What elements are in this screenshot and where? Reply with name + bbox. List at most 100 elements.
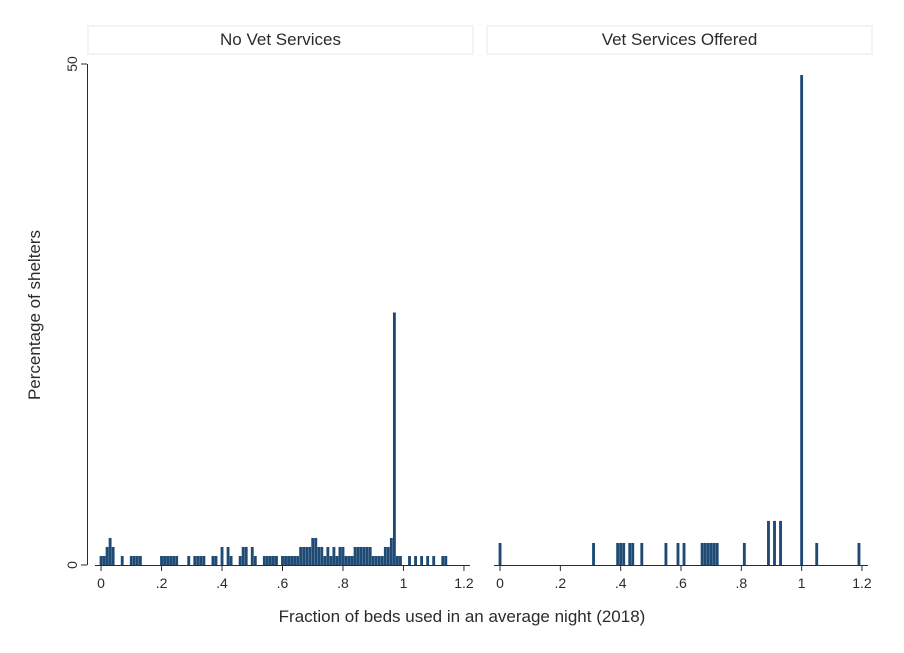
x-tick-label: 0 [496,575,504,591]
bar [287,555,290,565]
bar [290,555,294,565]
bar [592,542,595,565]
bar [187,555,191,565]
bar [800,75,804,566]
bar [709,542,713,565]
panel-title: No Vet Services [220,30,341,49]
panel-no-vet-services: No Vet Services 0 .2 .4 .6 .8 1 1.2 0 50 [64,25,474,591]
bar [368,546,372,565]
bar [706,542,710,565]
bar [302,546,306,565]
bar [715,542,719,565]
bar [392,312,396,565]
bar [344,555,348,565]
bar [284,555,287,565]
bar [214,555,218,565]
y-tick-label: 50 [64,56,80,72]
bar [389,537,393,565]
bar [102,555,106,565]
bar [380,555,384,565]
bar [202,555,206,565]
x-axis-label: Fraction of beds used in an average nigh… [279,607,646,626]
bar [408,555,411,565]
bar [371,555,375,565]
bar [99,555,103,565]
bar [275,555,278,565]
x-tick-label: 1.2 [454,575,474,591]
x-tick-label: .6 [277,575,289,591]
x-tick-label: .8 [735,575,747,591]
x-tick-label: 1 [798,575,806,591]
panel-vet-services-offered: Vet Services Offered 0 .2 .4 .6 .8 1 1.2 [486,25,873,591]
bar [160,555,163,565]
bar [374,555,378,565]
bar [193,555,197,565]
bar [341,546,345,565]
bar [323,555,327,565]
bar [622,542,626,565]
bar [335,555,339,565]
bar [365,546,369,565]
bar [767,520,770,565]
bar [265,555,269,565]
bar [311,537,315,565]
bar [682,542,686,565]
panel-title: Vet Services Offered [602,30,758,49]
bar [299,546,303,565]
bar [166,555,170,565]
bar [199,555,203,565]
bar [172,555,176,565]
bar [229,555,233,565]
bar [132,555,136,565]
bar [268,555,272,565]
bar [700,542,704,565]
bar [111,546,115,565]
bar [338,546,342,565]
bar [703,542,707,565]
bar [779,520,782,565]
bar [664,542,668,565]
bar [426,555,430,565]
x-tick-label: .2 [555,575,567,591]
bar [395,555,399,565]
bar [120,555,124,565]
bar [815,542,819,565]
bar [420,555,424,565]
bar [498,542,502,565]
bar [211,555,215,565]
bar [281,555,284,565]
bar [356,546,360,565]
bar [616,542,620,565]
bar [314,537,318,565]
bar [296,555,300,565]
bar [628,542,632,565]
bar [250,546,254,565]
bar [226,546,230,565]
bar [640,542,644,565]
x-tick-label: .6 [675,575,687,591]
bar [317,546,321,565]
bar [308,546,312,565]
x-tick-label: .2 [156,575,168,591]
bar [108,537,112,565]
bar [359,546,363,565]
bar [432,555,436,565]
x-tick-label: .4 [615,575,627,591]
bar [163,555,166,565]
bar [196,555,200,565]
bar [332,546,336,565]
bar [326,546,330,565]
bar [238,555,242,565]
bar [347,555,351,565]
x-tick-label: 1 [400,575,408,591]
bar [383,546,387,565]
x-tick-label: 0 [97,575,105,591]
bar [377,555,381,565]
bar [631,542,635,565]
x-tick-label: .4 [216,575,228,591]
x-tick-label: .8 [337,575,349,591]
bar [241,546,245,565]
bar [441,555,445,565]
y-tick-label: 0 [64,561,80,569]
